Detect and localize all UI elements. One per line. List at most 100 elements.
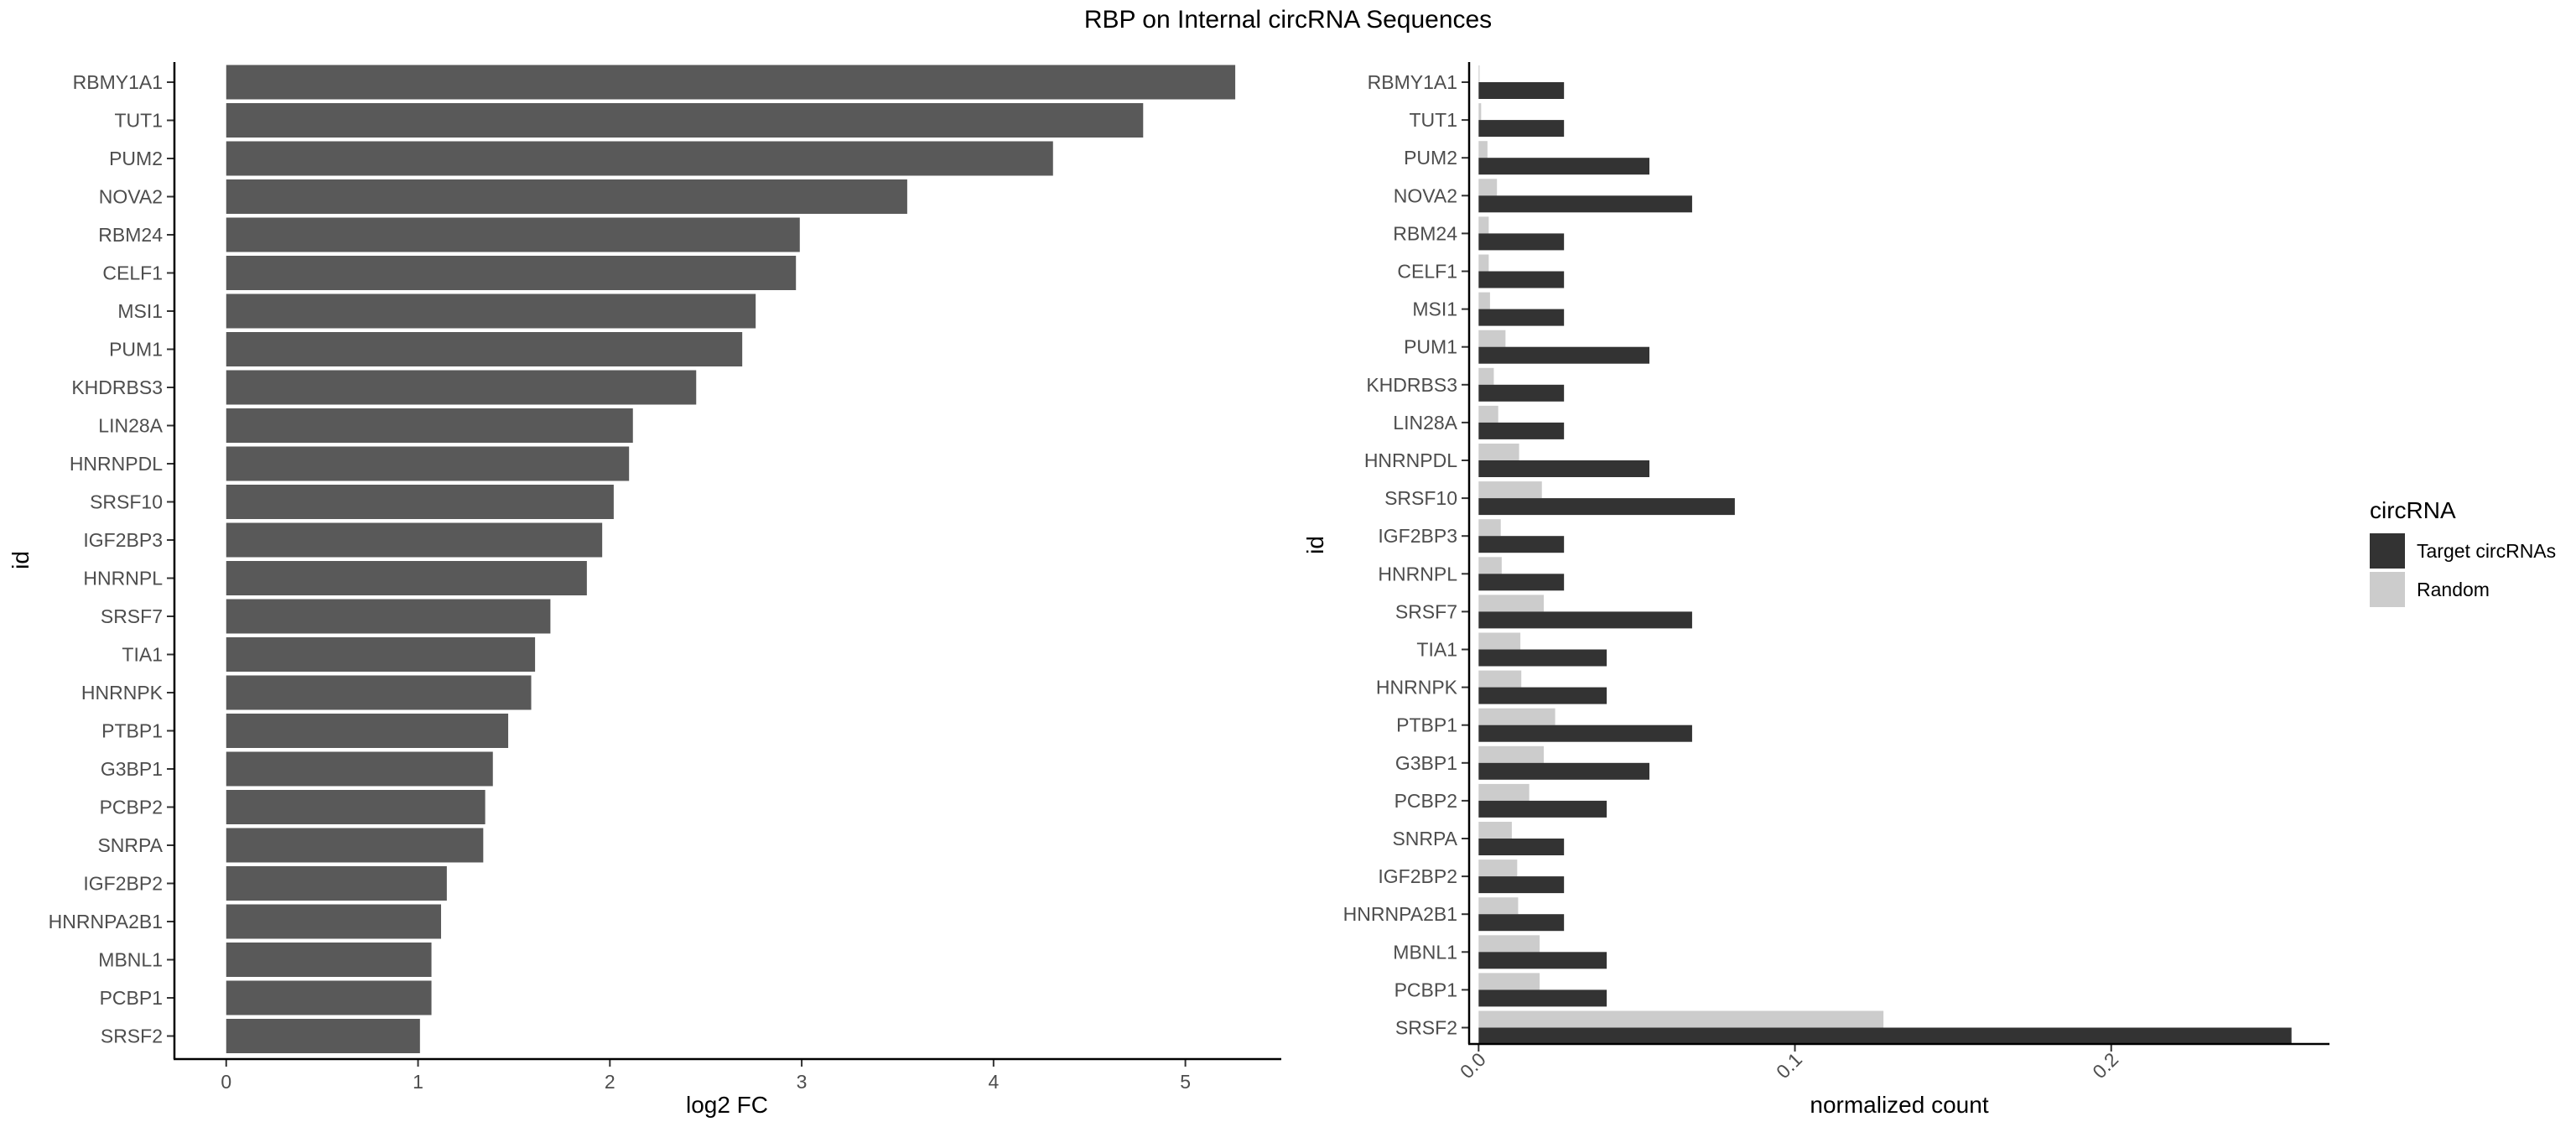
left-y-tick-label-snrpa: SNRPA [97,834,163,856]
right-bar-random-g3bp1 [1478,745,1545,763]
right-bar-random-tut1 [1478,103,1482,121]
left-y-tick-label-celf1: CELF1 [102,262,163,284]
right-bar-target-pcbp1 [1478,989,1607,1007]
right-y-tick-label-pcbp1: PCBP1 [1394,979,1457,1000]
left-bar-pcbp1 [226,980,432,1015]
right-bar-target-pum2 [1478,158,1650,175]
left-bar-mbnl1 [226,943,432,977]
right-y-tick-label-pum2: PUM2 [1404,147,1457,169]
right-bar-random-igf2bp2 [1478,860,1518,877]
right-bar-target-khdrbs3 [1478,384,1565,402]
left-bar-lin28a [226,408,633,443]
left-x-tick-label: 5 [1180,1071,1191,1093]
right-y-tick-label-lin28a: LIN28A [1393,412,1457,434]
right-x-axis-label: normalized count [1810,1092,1988,1118]
left-bar-hnrnpdl [226,446,630,481]
right-y-tick-label-tia1: TIA1 [1416,639,1457,661]
left-bars [226,65,1236,1053]
legend-label-random: Random [2417,579,2490,600]
right-bar-target-rbmy1a1 [1478,82,1565,99]
right-y-tick-label-srsf10: SRSF10 [1384,487,1457,509]
right-panel-normalized-count: RBMY1A1 TUT1 PUM2 NOVA2 RBM24 CELF1 MSI1 PUM1 KH… [1302,62,2329,1118]
right-bar-random-msi1 [1478,292,1490,309]
left-bar-igf2bp2 [226,866,447,901]
right-x-ticks: 0.0 0.1 0.2 [1456,1044,2122,1083]
legend-title: circRNA [2370,497,2456,523]
legend-key-random [2370,572,2405,607]
left-bar-nova2 [226,179,907,214]
right-y-tick-label-khdrbs3: KHDRBS3 [1366,374,1457,396]
right-bar-random-celf1 [1478,254,1489,272]
left-bar-snrpa [226,828,484,863]
right-x-tick-label: 0.0 [1456,1048,1490,1083]
right-bar-target-ptbp1 [1478,724,1692,742]
left-y-tick-label-rbm24: RBM24 [98,224,163,246]
legend-label-target-circrnas: Target circRNAs [2417,540,2556,562]
legend-key-target-circrnas [2370,533,2405,569]
right-bar-target-g3bp1 [1478,762,1650,780]
right-bar-random-hnrnpdl [1478,444,1519,460]
left-bar-celf1 [226,256,797,290]
right-bar-target-hnrnpa2b1 [1478,914,1565,932]
left-y-tick-label-hnrnpl: HNRNPL [83,568,163,589]
left-y-tick-label-g3bp1: G3BP1 [101,758,163,780]
right-bar-target-hnrnpdl [1478,460,1650,477]
left-bar-hnrnpa2b1 [226,904,441,939]
right-bar-random-hnrnpk [1478,670,1522,688]
left-y-tick-label-igf2bp2: IGF2BP2 [83,873,163,895]
right-bar-random-nova2 [1478,179,1498,196]
left-y-tick-label-hnrnpdl: HNRNPDL [70,453,163,475]
right-y-tick-label-g3bp1: G3BP1 [1395,752,1457,774]
right-y-tick-label-tut1: TUT1 [1410,109,1458,131]
right-y-tick-label-rbm24: RBM24 [1393,222,1457,244]
right-bar-random-pcbp2 [1478,783,1530,801]
right-bar-random-tia1 [1478,632,1521,650]
left-y-tick-label-igf2bp3: IGF2BP3 [83,529,163,551]
right-bar-random-hnrnpa2b1 [1478,897,1519,915]
left-y-tick-label-tut1: TUT1 [115,110,164,132]
left-x-tick-label: 3 [797,1071,808,1093]
left-bar-tut1 [226,103,1144,138]
right-bar-target-pcbp2 [1478,800,1607,818]
left-bar-srsf7 [226,599,551,634]
right-bar-random-srsf7 [1478,595,1545,612]
right-bar-target-lin28a [1478,422,1565,439]
left-y-tick-label-pcbp2: PCBP2 [100,797,163,818]
right-bar-target-rbm24 [1478,233,1565,251]
left-y-tick-label-mbnl1: MBNL1 [98,949,163,971]
right-bar-target-igf2bp3 [1478,536,1565,553]
left-panel-log2fc: RBMY1A1 TUT1 PUM2 NOVA2 RBM24 CELF1 MSI1 PUM1 KH… [8,62,1281,1118]
left-y-tick-label-srsf10: SRSF10 [90,491,163,513]
left-bar-pcbp2 [226,790,486,824]
right-bar-target-tut1 [1478,120,1565,138]
right-bar-target-mbnl1 [1478,952,1607,969]
left-bar-msi1 [226,293,756,329]
left-y-tick-label-pcbp1: PCBP1 [100,987,163,1009]
right-bar-random-snrpa [1478,822,1512,839]
right-y-ticks: RBMY1A1 TUT1 PUM2 NOVA2 RBM24 CELF1 MSI1 PUM1 KH… [1343,71,1469,1039]
right-bar-target-nova2 [1478,195,1692,213]
right-bar-random-pum2 [1478,141,1488,158]
left-y-tick-label-msi1: MSI1 [117,300,163,322]
left-x-tick-label: 4 [988,1071,999,1093]
right-bar-random-rbm24 [1478,216,1489,234]
left-x-tick-label: 1 [413,1071,423,1093]
right-y-tick-label-pcbp2: PCBP2 [1394,790,1457,812]
right-y-tick-label-snrpa: SNRPA [1392,828,1457,849]
left-bar-rbm24 [226,217,800,252]
left-y-tick-label-ptbp1: PTBP1 [101,720,163,742]
left-y-tick-label-pum2: PUM2 [109,148,163,169]
left-y-tick-label-hnrnpa2b1: HNRNPA2B1 [49,911,163,932]
left-y-tick-label-srsf7: SRSF7 [101,605,163,627]
left-y-tick-label-lin28a: LIN28A [98,415,163,437]
right-y-tick-label-hnrnpa2b1: HNRNPA2B1 [1343,903,1457,925]
left-bar-rbmy1a1 [226,65,1236,100]
right-y-tick-label-hnrnpl: HNRNPL [1378,563,1457,584]
left-y-tick-label-tia1: TIA1 [122,644,163,666]
right-bar-random-ptbp1 [1478,708,1555,725]
right-y-tick-label-rbmy1a1: RBMY1A1 [1368,71,1457,93]
right-bar-target-celf1 [1478,271,1565,288]
right-bar-target-srsf10 [1478,498,1735,516]
right-bar-random-hnrnpl [1478,557,1502,574]
right-bar-target-srsf7 [1478,611,1692,629]
